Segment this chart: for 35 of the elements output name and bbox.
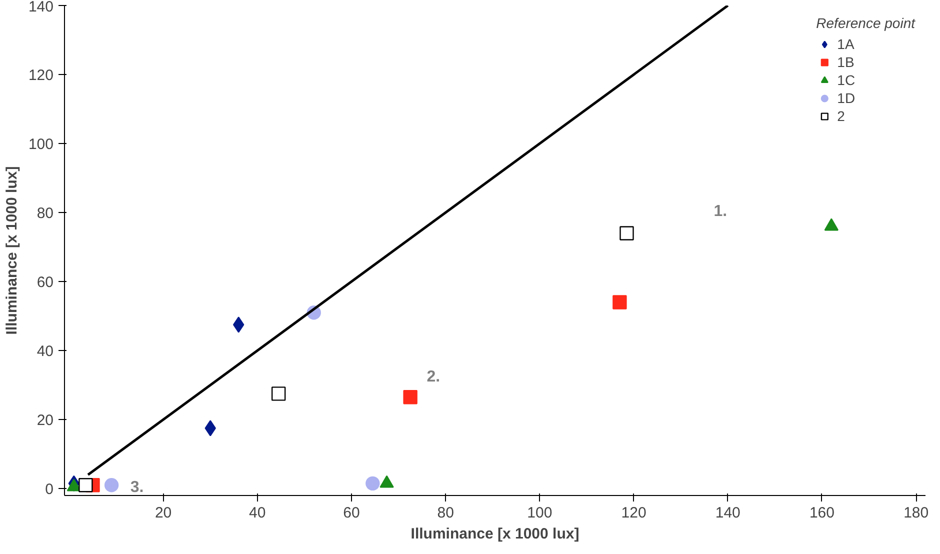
point <box>232 316 244 333</box>
x-tick-label: 60 <box>343 504 360 522</box>
y-tick-label: 40 <box>36 343 54 360</box>
y-axis-title: Illuminance [x 1000 lux] <box>3 166 20 335</box>
y-tick-label: 140 <box>28 0 54 16</box>
annotation: 3. <box>130 479 144 496</box>
legend-label: 2 <box>837 108 846 124</box>
x-tick-label: 160 <box>809 504 835 522</box>
point <box>403 390 418 404</box>
x-tick-label: 40 <box>249 504 266 522</box>
point <box>271 386 286 401</box>
x-tick-label: 120 <box>621 504 646 522</box>
y-tick-label: 0 <box>45 481 54 498</box>
legend-label: 1B <box>837 54 856 70</box>
x-tick-label: 80 <box>437 504 454 522</box>
legend-label: 1D <box>837 90 856 106</box>
x-axis-title: Illuminance [x 1000 lux] <box>410 526 580 542</box>
legend-label: 1A <box>837 36 856 52</box>
y-tick-label: 100 <box>28 136 54 154</box>
legend-label: 1C <box>837 72 856 88</box>
point <box>366 476 380 491</box>
point <box>104 478 119 492</box>
point <box>78 478 93 492</box>
x-tick-label: 180 <box>904 504 929 522</box>
x-tick-label: 140 <box>715 504 740 522</box>
annotation: 2. <box>426 368 440 386</box>
legend-title: Reference point <box>816 15 915 31</box>
y-tick-label: 60 <box>36 274 54 292</box>
x-tick-label: 20 <box>154 504 172 522</box>
y-tick-label: 20 <box>36 412 54 430</box>
annotation: 1. <box>714 202 728 220</box>
x-tick-label: 100 <box>527 504 552 522</box>
point <box>612 295 627 310</box>
y-tick-label: 120 <box>28 67 54 84</box>
y-tick-label: 80 <box>36 205 54 222</box>
